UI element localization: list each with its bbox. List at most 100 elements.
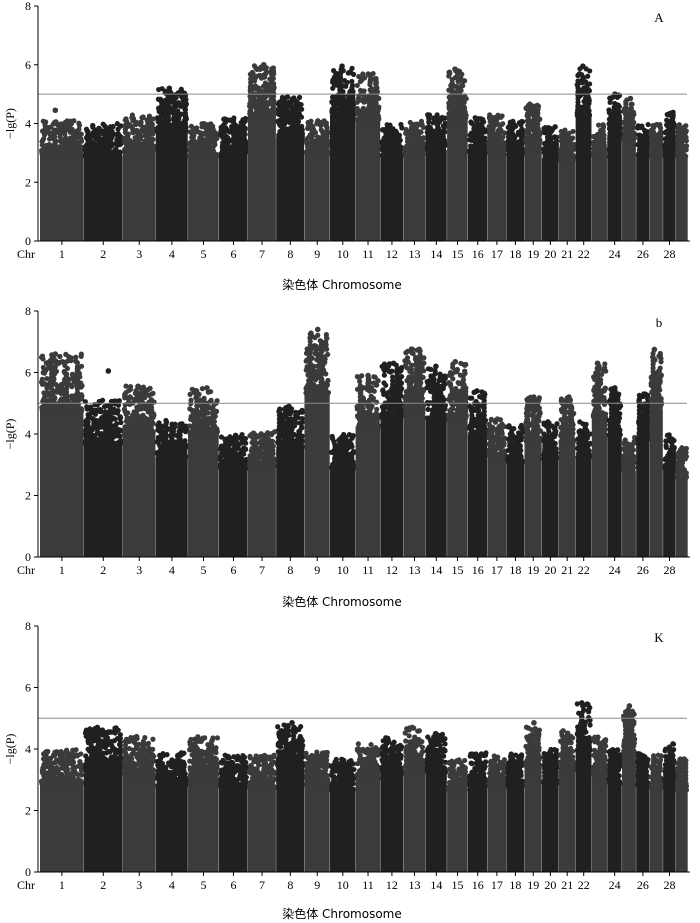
snp-point <box>413 123 419 129</box>
x-tick-label: 16 <box>472 247 484 261</box>
y-tick-label: 4 <box>25 117 31 131</box>
x-axis-label: 染色体 Chromosome <box>282 277 402 292</box>
chromosome-body-11 <box>355 120 381 241</box>
chromosome-points-14 <box>424 112 448 241</box>
snp-point <box>161 112 167 118</box>
snp-point <box>314 134 321 140</box>
snp-point <box>425 112 431 118</box>
snp-point <box>125 123 131 129</box>
snp-point <box>176 127 182 133</box>
snp-point <box>583 79 589 85</box>
chromosome-points-21 <box>557 127 577 241</box>
snp-point <box>520 119 526 125</box>
snp-point <box>195 139 202 145</box>
snp-point <box>357 117 363 123</box>
snp-point <box>291 110 297 116</box>
snp-point <box>146 122 152 128</box>
snp-point <box>64 119 70 125</box>
chromosome-body-7 <box>247 114 276 241</box>
snp-point <box>373 79 379 85</box>
chromosome-body-13 <box>403 154 426 241</box>
snp-point <box>333 70 339 77</box>
chromosome-points-1 <box>39 118 85 241</box>
snp-point <box>240 117 246 123</box>
panel-label: A <box>654 10 664 25</box>
snp-point <box>403 127 409 133</box>
snp-point <box>52 119 58 125</box>
chromosome-points-17 <box>486 112 508 241</box>
x-tick-label: 1 <box>59 247 65 261</box>
x-tick-label: 3 <box>136 247 142 261</box>
snp-point <box>73 134 79 140</box>
x-tick-label: 2 <box>100 247 106 261</box>
chromosome-body-23 <box>591 156 607 241</box>
snp-point <box>124 146 130 152</box>
snp-point <box>455 87 461 93</box>
x-tick-label: 21 <box>561 247 573 261</box>
snp-point <box>482 127 488 133</box>
snp-point <box>136 147 142 153</box>
chromosome-body-4 <box>155 131 188 241</box>
snp-point <box>527 101 533 107</box>
snp-point <box>519 145 525 151</box>
snp-point <box>419 122 425 128</box>
snp-point <box>140 115 146 121</box>
x-tick-label: 19 <box>527 247 539 261</box>
chromosome-body-1 <box>40 410 84 557</box>
snp-point <box>645 121 651 128</box>
x-tick-label: 17 <box>491 247 503 261</box>
y-tick-label: 0 <box>25 234 31 248</box>
peak-point-chr10 <box>339 63 345 70</box>
chromosome-body-6 <box>218 152 248 241</box>
snp-point <box>45 151 51 157</box>
snp-point <box>239 124 245 131</box>
snp-point <box>256 86 262 93</box>
snp-point <box>462 115 468 121</box>
snp-point <box>211 143 217 149</box>
chromosome-body-2 <box>83 156 123 241</box>
snp-point <box>71 130 77 136</box>
snp-point <box>235 131 241 138</box>
snp-point <box>462 109 468 115</box>
chromosome-body-17 <box>487 150 507 241</box>
snp-point <box>47 136 53 142</box>
snp-point <box>69 151 75 157</box>
snp-point <box>525 121 532 127</box>
snp-point <box>258 75 265 81</box>
snp-point <box>637 132 643 138</box>
snp-point <box>607 95 613 101</box>
snp-point <box>136 141 143 147</box>
chromosome-points-20 <box>541 124 560 241</box>
x-tick-label: 10 <box>337 247 349 261</box>
snp-point <box>53 382 59 388</box>
snp-point <box>285 113 291 119</box>
snp-point <box>115 150 122 156</box>
chromosome-points-12 <box>379 121 405 241</box>
chromosome-body-1 <box>40 154 84 241</box>
chromosome-points-22 <box>574 66 593 241</box>
snp-point <box>61 137 67 143</box>
x-tick-label: 28 <box>663 247 675 261</box>
chromosome-points-11 <box>354 71 382 241</box>
snp-point <box>221 149 227 155</box>
snp-point <box>349 78 355 85</box>
snp-point <box>156 86 162 93</box>
x-tick-label: 13 <box>408 247 420 261</box>
chromosome-body-25 <box>622 139 636 241</box>
snp-point <box>500 121 506 127</box>
chromosome-points-10 <box>329 65 357 241</box>
x-tick-label: 8 <box>287 247 293 261</box>
chromosome-body-5 <box>188 156 219 241</box>
chromosome-body-18 <box>506 154 525 241</box>
snp-point <box>380 152 386 158</box>
snp-point <box>211 148 217 155</box>
snp-point <box>62 359 68 365</box>
chromosome-body-8 <box>276 137 305 241</box>
chromosome-points-7 <box>247 63 278 241</box>
snp-point <box>398 121 404 128</box>
snp-point <box>125 135 131 141</box>
chromosome-points-28 <box>662 109 677 241</box>
snp-point <box>62 131 68 137</box>
snp-point <box>477 124 483 131</box>
snp-point <box>248 76 254 82</box>
